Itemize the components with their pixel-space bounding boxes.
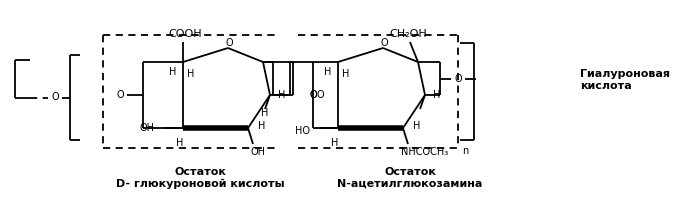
Text: O: O — [309, 90, 317, 100]
Text: O: O — [51, 93, 59, 102]
Text: O: O — [225, 38, 233, 48]
Text: H: H — [261, 108, 269, 118]
Text: Остаток
D- глюкуроновой кислоты: Остаток D- глюкуроновой кислоты — [116, 167, 284, 189]
Text: HO: HO — [295, 126, 310, 136]
Text: H: H — [169, 67, 176, 77]
Text: CH₂OH: CH₂OH — [389, 29, 427, 39]
Text: OH: OH — [251, 147, 265, 157]
Text: H: H — [258, 121, 266, 131]
Text: H: H — [342, 69, 350, 79]
Text: n: n — [462, 146, 468, 156]
Text: NHCOCH₃: NHCOCH₃ — [401, 147, 449, 157]
Text: H: H — [188, 69, 195, 79]
Text: H: H — [413, 121, 421, 131]
Text: O: O — [316, 90, 324, 100]
Text: COOH: COOH — [168, 29, 202, 39]
Text: OH: OH — [140, 123, 155, 133]
Text: Остаток
N-ацетилглюкозамина: Остаток N-ацетилглюкозамина — [337, 167, 483, 189]
Text: H: H — [433, 90, 441, 100]
Text: O: O — [380, 38, 388, 48]
Text: H: H — [331, 138, 339, 148]
Text: H: H — [279, 90, 286, 100]
Text: H: H — [324, 67, 332, 77]
Text: Гиалуроновая
кислота: Гиалуроновая кислота — [580, 69, 670, 91]
Text: O: O — [116, 90, 124, 100]
Text: O: O — [454, 74, 462, 84]
Text: H: H — [176, 138, 183, 148]
Text: O: O — [309, 90, 317, 100]
